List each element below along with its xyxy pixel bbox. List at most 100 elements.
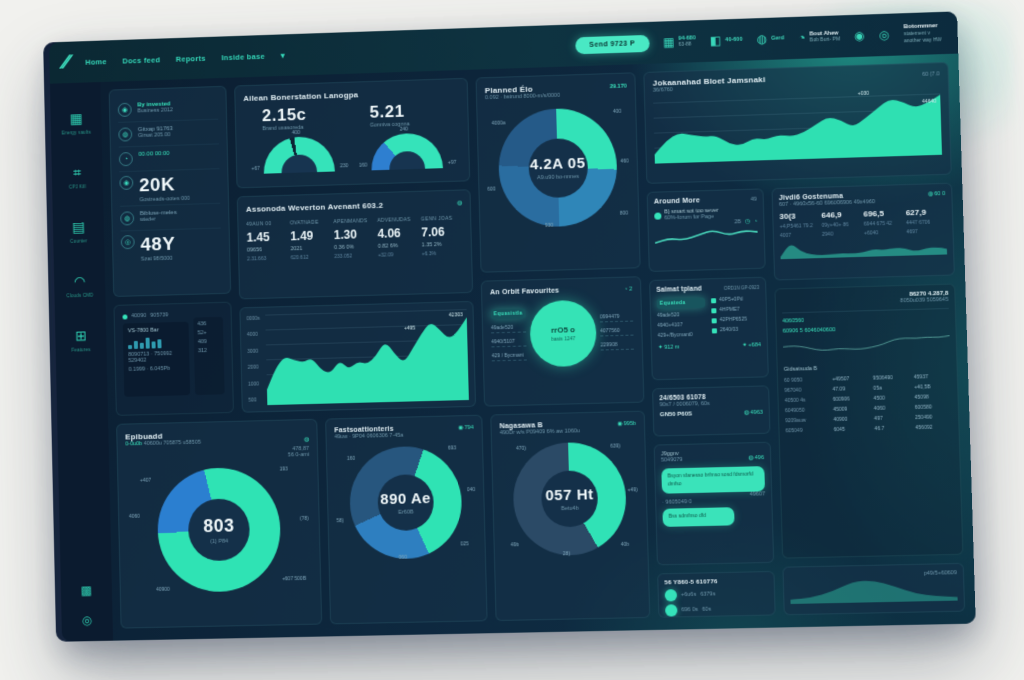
primary-action-button[interactable]: Send 9723 P — [575, 34, 650, 54]
chart-annotation: 42303 — [448, 312, 463, 319]
gauge-tick: 240 — [399, 126, 409, 133]
donut-tick: 800 — [619, 210, 629, 217]
metric-header: 49AUN 00 — [246, 221, 272, 228]
donut-tick: 693 — [447, 445, 457, 452]
footer-stat: ✦ 912 m — [657, 344, 680, 351]
hub-item[interactable]: 0994479 — [599, 313, 634, 323]
users-card: 56 Y860-5 610776 +6u6s 6379s 696 0s 60s — [657, 570, 776, 618]
donut-tick: (78) — [299, 515, 309, 523]
chat-bubble[interactable]: Bsyon sfanesso brfmso sosd fdsmorfd dmfs… — [661, 466, 766, 494]
chat-icon[interactable]: ◔ — [798, 30, 806, 45]
avatar[interactable] — [664, 589, 678, 602]
donut-chart: 803 (1) P84 — [156, 466, 282, 593]
metric-column: 49AUN 00 1.45 09656 2.31.663 — [246, 221, 288, 262]
clock-icon[interactable]: ◷ — [744, 218, 750, 226]
nav-item-home[interactable]: Home — [85, 56, 107, 67]
kpi-list-card: ◉ By invested Business 2012 ◍ Gitxap 917… — [108, 85, 232, 298]
card-corner-badge[interactable]: ◉ 794 — [458, 424, 474, 431]
stat-foot: +6040 — [864, 230, 879, 237]
table-link[interactable]: 4060560 — [782, 317, 805, 325]
list-item[interactable]: ◔ 00.00 00:00 — [118, 144, 220, 173]
donut-value: 890 Ae — [380, 489, 432, 508]
quick-item-grid[interactable]: ▦ 94-680 63-88 — [663, 34, 696, 49]
card-title-right: ORD1N GP-0923 — [723, 284, 760, 291]
panel-title: VS-7800 Bar — [127, 327, 159, 335]
hub-item[interactable]: 4077560 — [600, 327, 634, 337]
refresh-icon[interactable]: ◔ — [753, 218, 758, 225]
quick-item-user-status[interactable]: ◔ Bout Ahew Bob Burt- PM — [798, 29, 840, 44]
list-item-highlight[interactable]: Equateda — [656, 297, 706, 309]
list-item[interactable]: 49ade520 — [656, 312, 680, 319]
apps-icon: ⊞ — [74, 327, 87, 344]
widget-panel[interactable]: VS-7800 Bar 8090713 · 750992 529402 0.19… — [122, 321, 191, 397]
avatar2-icon[interactable]: ◎ — [878, 27, 890, 43]
list-item: 4HPME7 — [719, 306, 740, 314]
nav-item-reports[interactable]: Reports — [175, 53, 206, 64]
hub-center-node[interactable]: rrO5 o basis 1247 — [529, 299, 598, 368]
widget-hdr: 40090 — [131, 312, 147, 320]
list-item[interactable]: ◍ Gitxap 91763 Girsat 205.00 — [118, 119, 219, 148]
list-item[interactable]: 4940+4107 — [657, 322, 683, 329]
bullet-icon — [711, 327, 718, 333]
chart-annotation: +030 — [857, 90, 870, 98]
stat-sub: Girsat 205.00 — [138, 132, 171, 140]
nav-item-base[interactable]: Inside base — [221, 51, 265, 62]
globe-icon[interactable]: ◍ — [756, 31, 768, 47]
sidebar-item-cloud[interactable]: ◠ Clouds CMD — [66, 273, 93, 298]
chat-badge[interactable]: ◍ 496 — [748, 455, 765, 462]
chat-bubble[interactable]: Bss sdmfnso dfd — [662, 507, 735, 527]
row-value: GN50 P60S — [659, 411, 693, 419]
quick-item-globe[interactable]: ◍ Gerd — [756, 31, 784, 46]
donut-tick: 160 — [346, 455, 356, 462]
area-chart-card: 0000s 4000 3000 2000 1000 500 +495 42303 — [239, 300, 477, 413]
info-icon[interactable]: ◍ — [456, 199, 462, 207]
sidebar-item-monitor[interactable]: ▤ Counter — [70, 219, 87, 244]
list-item[interactable]: ◍ Bibluse-meles wieder — [120, 203, 221, 232]
list-item[interactable]: 429+/Bycmant0 — [657, 331, 693, 339]
hub-item[interactable]: 49ade520 — [490, 324, 527, 334]
hub-item[interactable]: 429 / Bycmant — [491, 352, 527, 362]
account-block[interactable]: Botommner statement v another way HW — [903, 23, 941, 44]
nav-item-feed[interactable]: Docs feed — [122, 54, 161, 66]
stat-sub: 4447 6706 — [905, 219, 931, 227]
hub-right-list: 0994479 4077560 229908 — [599, 313, 634, 351]
donut-sub: Er60B — [398, 508, 414, 516]
sidebar-item-analytics[interactable]: ⌗ CPJ Kill — [69, 164, 86, 190]
nav-caret-icon[interactable]: ▾ — [280, 50, 285, 60]
footer-stat: ✦ +684 — [742, 342, 761, 349]
stat-icon: ◉ — [117, 102, 132, 117]
grid-icon[interactable]: ▦ — [662, 35, 675, 50]
chat-divider-label: · 9605049 0 — [662, 499, 692, 506]
side-value: 409 — [197, 339, 207, 346]
qr-code-icon[interactable]: ▩ — [80, 583, 93, 598]
avatar-icon[interactable]: ◉ — [853, 28, 865, 43]
stat-foot: 2940 — [821, 231, 834, 238]
y-axis-labels: 0000s 4000 3000 2000 1000 500 — [246, 315, 261, 404]
donut-value: 4.2A 05 — [529, 154, 586, 173]
hub-item[interactable]: 4940/5107 — [491, 338, 527, 348]
hub-item-highlight[interactable]: Equasistla — [490, 308, 526, 320]
sidebar-item-dashboard[interactable]: ▦ Energy vaults — [61, 110, 91, 135]
chat-card: J9ggnv 5049079 ◍ 496 Bsyon sfanesso brfm… — [653, 441, 775, 566]
list-item[interactable]: ◉ By invested Business 2012 — [117, 94, 219, 123]
right-list: 40P5+0Pd 4HPME7 42PHP6525 2640/03 — [710, 296, 761, 338]
avatar[interactable] — [665, 604, 678, 617]
help-icon[interactable]: ◎ — [81, 613, 93, 628]
quick-item-panel[interactable]: ◧ 40-600 — [709, 33, 743, 48]
panel-icon[interactable]: ◧ — [709, 33, 722, 48]
donut-tick: 025 — [460, 541, 469, 548]
metric-value: 1.30 — [333, 227, 358, 243]
corner-badge[interactable]: ◍ 60 0 — [927, 190, 946, 198]
dashboard-screen: ∕∕ Home Docs feed Reports Inside base ▾ … — [48, 11, 976, 642]
kpi-sub: Gostreads-ootes 000 — [139, 195, 191, 204]
card-tag: 0-0u0b — [125, 441, 143, 448]
card-corner-badge[interactable]: ◉ 995b — [617, 420, 636, 427]
card-corner-icon[interactable]: ◍ — [303, 436, 309, 444]
bullet-icon — [711, 307, 717, 313]
hub-item[interactable]: 229908 — [600, 341, 634, 351]
sidebar-item-apps[interactable]: ⊞ Features — [71, 327, 91, 352]
count-badge[interactable]: ◍ 4963 — [743, 409, 763, 417]
badge-value: 2B — [734, 219, 742, 226]
widget-side-panel[interactable]: 436 52+ 409 312 — [193, 316, 225, 396]
metric-foot: 620.612 — [290, 254, 309, 262]
